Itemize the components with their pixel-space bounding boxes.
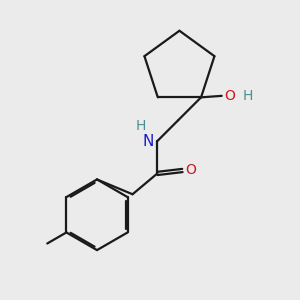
Text: N: N <box>142 134 154 148</box>
Text: H: H <box>243 89 253 103</box>
Text: H: H <box>136 119 146 133</box>
Text: O: O <box>185 164 196 178</box>
Text: O: O <box>224 89 235 103</box>
